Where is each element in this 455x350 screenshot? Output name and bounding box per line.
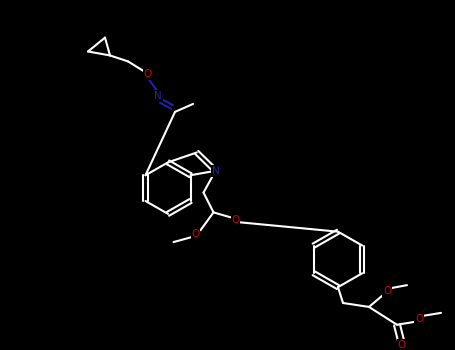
Text: O: O [398, 340, 406, 350]
Text: O: O [192, 229, 200, 239]
Text: O: O [232, 215, 240, 225]
Text: N: N [212, 166, 219, 176]
Text: O: O [144, 69, 152, 79]
Text: N: N [154, 91, 162, 101]
Text: O: O [415, 314, 423, 324]
Text: O: O [383, 286, 391, 296]
